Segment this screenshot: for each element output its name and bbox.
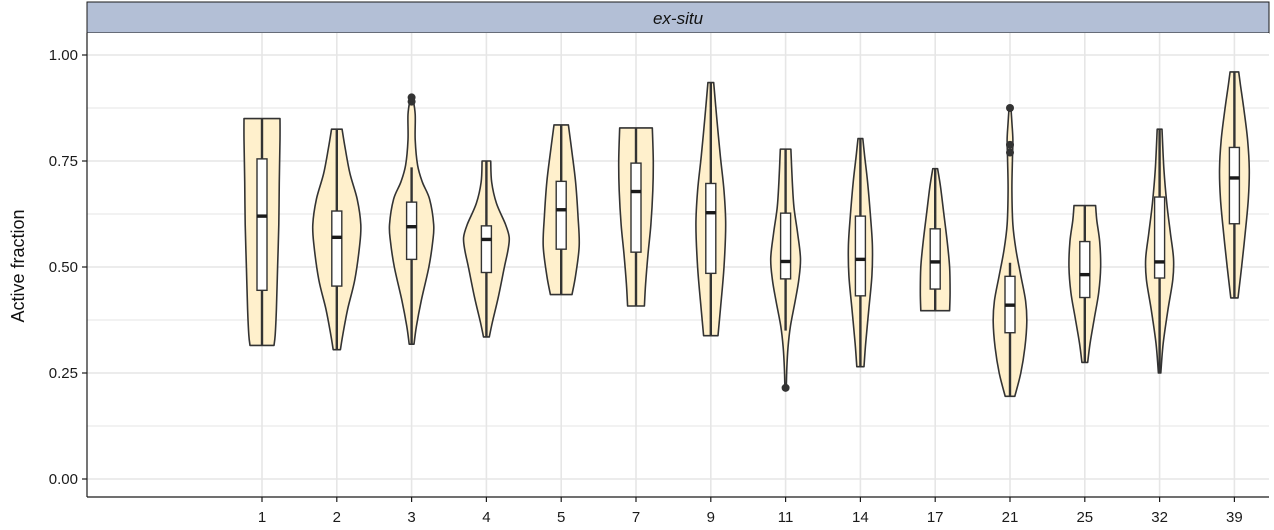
violin-group-32 (1144, 128, 1175, 374)
outlier-point (1006, 140, 1014, 149)
x-tick-label: 14 (852, 509, 869, 526)
outlier-point (1006, 148, 1014, 157)
y-tick-label: 1.00 (49, 47, 78, 64)
iqr-box (1153, 196, 1166, 279)
x-tick-label: 2 (333, 509, 341, 526)
x-tick-label: 4 (482, 509, 490, 526)
iqr-box (405, 201, 418, 261)
violin-group-7 (617, 127, 655, 307)
x-tick-label: 11 (778, 509, 794, 526)
violin-group-11 (769, 148, 802, 392)
violin-group-2 (311, 128, 362, 351)
iqr-box (929, 228, 941, 290)
violin-group-1 (243, 117, 281, 347)
violin-group-14 (847, 137, 874, 368)
violin-group-5 (542, 124, 581, 296)
outlier-point (407, 93, 416, 102)
iqr-box (480, 225, 493, 274)
violin-group-9 (695, 81, 727, 337)
x-tick-label: 17 (927, 509, 944, 526)
violin-group-39 (1218, 71, 1251, 299)
violin-group-25 (1068, 204, 1102, 364)
x-tick-label: 39 (1226, 509, 1243, 526)
y-axis-title: Active fraction (8, 209, 28, 322)
violin-group-17 (919, 167, 951, 312)
facet-strip-label: ex-situ (653, 9, 704, 28)
x-tick-label: 9 (707, 509, 715, 526)
iqr-box (555, 180, 567, 250)
outlier-point (1006, 104, 1014, 112)
y-tick-label: 0.75 (49, 153, 78, 170)
x-tick-label: 32 (1151, 509, 1168, 526)
y-tick-label: 0.50 (49, 259, 78, 276)
violin-group-3 (388, 93, 435, 345)
iqr-box (1079, 240, 1091, 299)
violins (243, 71, 1251, 398)
y-axis-ticks: 0.00 0.25 0.50 0.75 1.00 (49, 47, 87, 488)
x-tick-label: 21 (1002, 509, 1019, 526)
violin-group-21 (992, 104, 1028, 398)
x-tick-label: 7 (632, 509, 640, 526)
iqr-box (705, 182, 717, 275)
iqr-box (331, 210, 343, 287)
iqr-box (779, 212, 792, 280)
x-tick-label: 25 (1076, 509, 1093, 526)
violin-group-4 (462, 160, 511, 338)
iqr-box (1228, 146, 1241, 225)
outlier-point (781, 383, 790, 392)
iqr-box (256, 158, 268, 292)
x-tick-label: 5 (557, 509, 565, 526)
iqr-box (854, 215, 867, 297)
y-tick-label: 0.25 (49, 365, 78, 382)
iqr-box (630, 162, 642, 253)
x-tick-label: 3 (407, 509, 415, 526)
y-tick-label: 0.00 (49, 471, 78, 488)
x-tick-label: 1 (258, 509, 266, 526)
strip-background (86, 1, 1270, 34)
x-axis-ticks: 1 2 3 4 5 7 9 11 14 17 21 25 32 39 (258, 497, 1243, 526)
